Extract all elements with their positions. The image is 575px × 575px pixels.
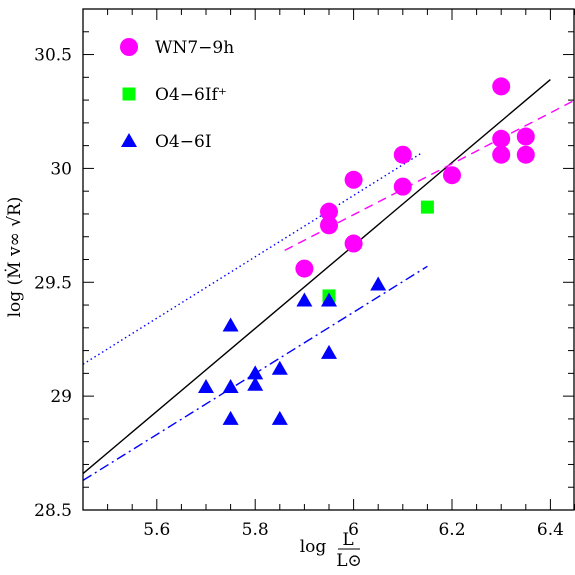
point-circle: [492, 77, 511, 96]
point-triangle: [198, 379, 214, 394]
point-circle: [516, 145, 535, 164]
legend-marker-square: [122, 87, 136, 101]
point-triangle: [222, 379, 239, 394]
x-tick-label: 6.4: [537, 520, 564, 540]
x-tick-label: 5.8: [242, 520, 269, 540]
point-circle: [492, 129, 511, 148]
legend-label: WN7−9h: [155, 38, 234, 58]
legend: WN7−9h O4−6If⁺ O4−6I: [120, 38, 234, 152]
point-triangle: [247, 365, 264, 380]
fit-line-dotted: [82, 151, 423, 365]
point-circle: [320, 216, 338, 235]
axis-ticks: [82, 8, 575, 511]
fit-line-dashed: [284, 99, 575, 252]
legend-label: O4−6I: [155, 132, 212, 152]
point-triangle: [271, 360, 288, 375]
y-tick-label: 29.5: [34, 273, 72, 293]
y-tick-label: 30.5: [34, 46, 72, 66]
point-circle: [516, 127, 535, 146]
point-circle: [393, 177, 412, 196]
point-circle: [344, 170, 363, 189]
point-triangle: [222, 410, 239, 425]
plot-frame: [82, 8, 575, 511]
point-circle: [295, 259, 314, 278]
point-triangle: [271, 410, 288, 425]
point-square: [420, 200, 434, 214]
point-triangle: [247, 376, 264, 391]
point-circle: [443, 166, 461, 185]
point-triangle: [321, 344, 337, 359]
x-axis-label-log: log: [300, 537, 327, 557]
point-circle: [393, 145, 412, 164]
point-triangle: [370, 276, 387, 291]
legend-label: O4−6If⁺: [155, 85, 227, 105]
legend-marker-circle: [120, 38, 138, 56]
fit-line-solid: [82, 79, 551, 475]
point-circle: [320, 202, 338, 221]
x-axis-label: log L L⊙: [300, 530, 362, 571]
point-triangle: [321, 292, 337, 307]
x-tick-label: 6: [348, 520, 359, 540]
x-axis-label-numerator: L: [342, 530, 353, 550]
data-markers: [198, 77, 535, 425]
y-tick-label: 28.5: [34, 501, 72, 521]
point-triangle: [222, 317, 239, 332]
point-triangle: [296, 292, 313, 307]
point-circle: [492, 145, 511, 164]
y-tick-label: 30: [50, 159, 72, 179]
y-tick-label: 29: [50, 387, 72, 407]
legend-marker-triangle: [121, 133, 137, 147]
y-axis-label: log (Ṁ v∞ √R): [4, 197, 25, 318]
x-tick-label: 6.2: [438, 520, 465, 540]
x-tick-label: 5.6: [143, 520, 170, 540]
x-axis-label-denominator: L⊙: [336, 551, 362, 571]
tick-labels: 5.6 5.8 6 6.2 6.4 28.5 29 29.5 30 30.5: [34, 46, 564, 540]
point-circle: [344, 234, 363, 253]
